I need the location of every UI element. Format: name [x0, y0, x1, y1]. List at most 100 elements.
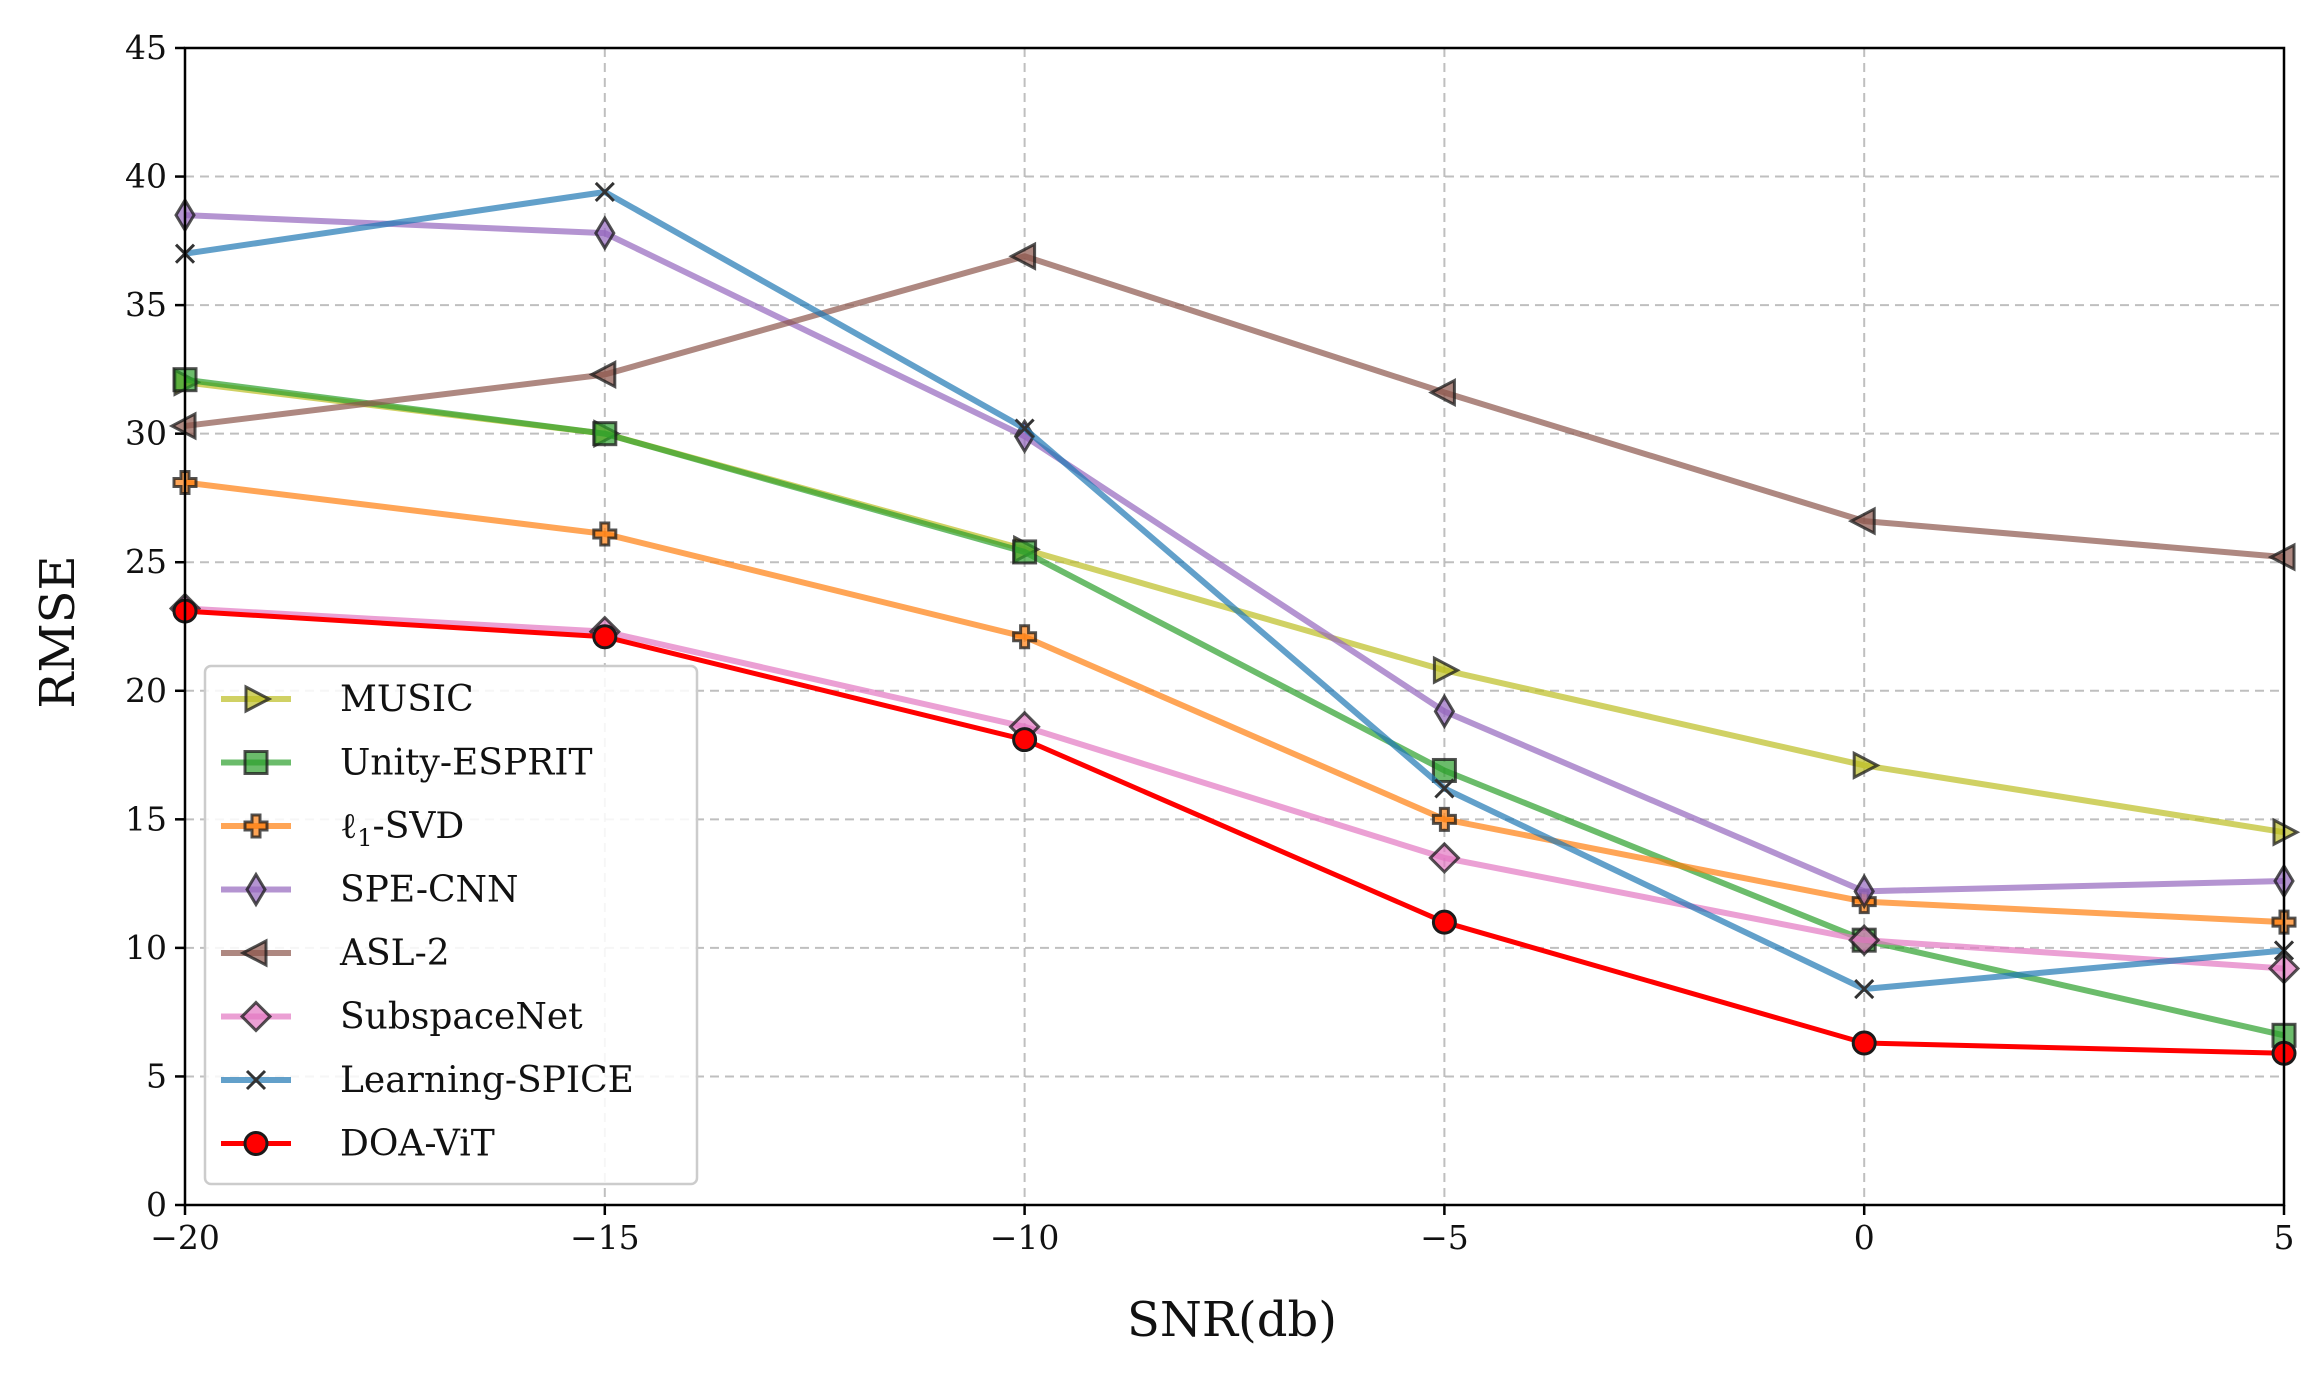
y-tick-label: 5 — [146, 1056, 167, 1095]
legend-label: ASL-2 — [339, 933, 450, 974]
legend-label-text: MUSIC — [340, 679, 474, 720]
legend-label: Unity-ESPRIT — [340, 743, 593, 784]
x-tick-label: 0 — [1854, 1218, 1875, 1257]
legend-label-text: ASL-2 — [339, 933, 450, 974]
circle-marker — [592, 624, 618, 650]
x-marker — [245, 1069, 267, 1091]
y-tick-label: 20 — [125, 671, 167, 710]
legend-label: SubspaceNet — [340, 997, 583, 1038]
legend-label-text: Learning-SPICE — [340, 1060, 634, 1101]
legend-entry: ℓ1-SVD — [221, 806, 464, 852]
legend-label-text: DOA-ViT — [340, 1124, 495, 1165]
data-point — [245, 1069, 267, 1091]
legend-label-text: Unity-ESPRIT — [340, 743, 593, 784]
series-learning-spice — [174, 181, 2295, 1000]
triangle-right-marker — [244, 684, 273, 714]
triangle-right-marker — [1432, 655, 1461, 685]
series-line — [184, 253, 2285, 561]
data-point — [1847, 506, 1876, 536]
legend-entry: SubspaceNet — [221, 997, 583, 1038]
data-point — [2267, 542, 2296, 572]
legend-entry: SPE-CNN — [221, 870, 519, 911]
thin-diamond-marker — [245, 871, 267, 908]
x-tick-label: −20 — [150, 1218, 220, 1257]
circle-marker — [1851, 1030, 1877, 1056]
plus-marker — [243, 813, 269, 839]
y-axis-title: RMSE — [30, 555, 86, 708]
series-line — [184, 479, 2285, 926]
data-point — [1851, 1030, 1877, 1056]
x-marker — [1434, 778, 1455, 799]
series-line — [184, 212, 2285, 895]
x-tick-label: −10 — [990, 1218, 1060, 1257]
legend-label: SPE-CNN — [340, 870, 519, 911]
legend-entry: Learning-SPICE — [221, 1060, 634, 1101]
triangle-left-marker — [1428, 378, 1456, 408]
circle-marker — [1431, 909, 1457, 935]
data-point — [2272, 817, 2301, 847]
data-point — [592, 624, 618, 650]
x-tick-label: 5 — [2274, 1218, 2295, 1257]
thin-diamond-marker — [1433, 693, 1456, 730]
data-point — [168, 411, 197, 441]
y-tick-label: 25 — [125, 542, 167, 581]
diamond-marker — [239, 1000, 273, 1033]
triangle-left-marker — [588, 360, 617, 390]
data-point — [1012, 624, 1038, 650]
data-point — [1428, 841, 1461, 875]
legend-label-tail: -SVD — [373, 806, 465, 847]
plot-frame — [183, 46, 2286, 1207]
data-point — [239, 1000, 273, 1033]
square-marker — [1012, 539, 1038, 565]
data-point — [1854, 978, 1875, 1000]
data-point — [244, 684, 273, 714]
x-marker — [1854, 978, 1875, 1000]
thin-diamond-marker — [594, 215, 616, 252]
data-point — [594, 215, 616, 252]
data-point — [1012, 727, 1038, 753]
data-point — [592, 421, 618, 447]
circle-marker — [1012, 727, 1038, 753]
diamond-marker — [1848, 924, 1881, 957]
triangle-left-marker — [239, 938, 268, 968]
legend-entry: MUSIC — [221, 679, 474, 720]
y-tick-label: 15 — [125, 799, 167, 838]
legend-entry: Unity-ESPRIT — [221, 743, 593, 784]
square-marker — [592, 421, 618, 447]
data-point — [1433, 693, 1456, 730]
x-tick-label: −5 — [1420, 1218, 1469, 1257]
data-point — [1012, 539, 1038, 565]
data-point — [588, 360, 617, 390]
circle-marker — [243, 1131, 269, 1156]
data-point — [594, 181, 615, 203]
plus-marker — [1012, 624, 1038, 650]
x-tick-label: −15 — [570, 1218, 640, 1257]
legend-entry: ASL-2 — [221, 933, 450, 974]
data-point — [1431, 757, 1457, 783]
x-axis-title: SNR(db) — [1127, 1292, 1337, 1348]
data-point — [1434, 778, 1455, 799]
data-point — [243, 1131, 269, 1156]
data-point — [1432, 655, 1461, 685]
y-tick-label: 0 — [146, 1185, 167, 1224]
data-point — [239, 938, 268, 968]
series-spe-cnn — [174, 197, 2295, 910]
data-point — [1014, 418, 1035, 439]
y-tick-label: 10 — [125, 928, 167, 967]
square-marker — [1431, 757, 1457, 783]
data-point — [243, 750, 269, 775]
legend-label-subscript: 1 — [357, 824, 372, 852]
diamond-marker — [1428, 841, 1461, 875]
y-tick-label: 30 — [125, 414, 167, 453]
thin-diamond-marker — [1853, 873, 1875, 910]
data-series — [168, 181, 2301, 1066]
series--svd — [172, 470, 2297, 935]
x-marker — [594, 181, 615, 203]
data-point — [1431, 806, 1457, 832]
series-line — [184, 608, 2285, 1056]
legend-label: MUSIC — [340, 679, 474, 720]
plus-marker — [592, 521, 618, 547]
data-point — [243, 813, 269, 839]
legend-label-text: ℓ — [340, 806, 357, 847]
